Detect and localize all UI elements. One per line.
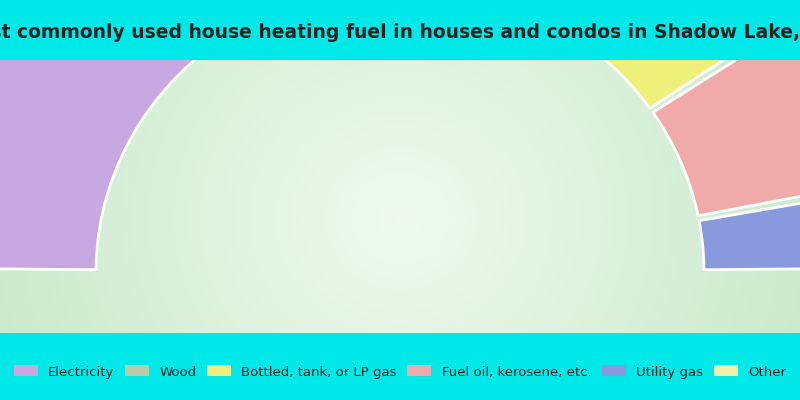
Text: Most commonly used house heating fuel in houses and condos in Shadow Lake, WA: Most commonly used house heating fuel in…	[0, 24, 800, 42]
Legend: Electricity, Wood, Bottled, tank, or LP gas, Fuel oil, kerosene, etc., Utility g: Electricity, Wood, Bottled, tank, or LP …	[10, 362, 790, 382]
Wedge shape	[653, 0, 800, 216]
Wedge shape	[143, 0, 624, 14]
Wedge shape	[699, 175, 800, 270]
Wedge shape	[0, 0, 260, 270]
Wedge shape	[523, 0, 800, 108]
